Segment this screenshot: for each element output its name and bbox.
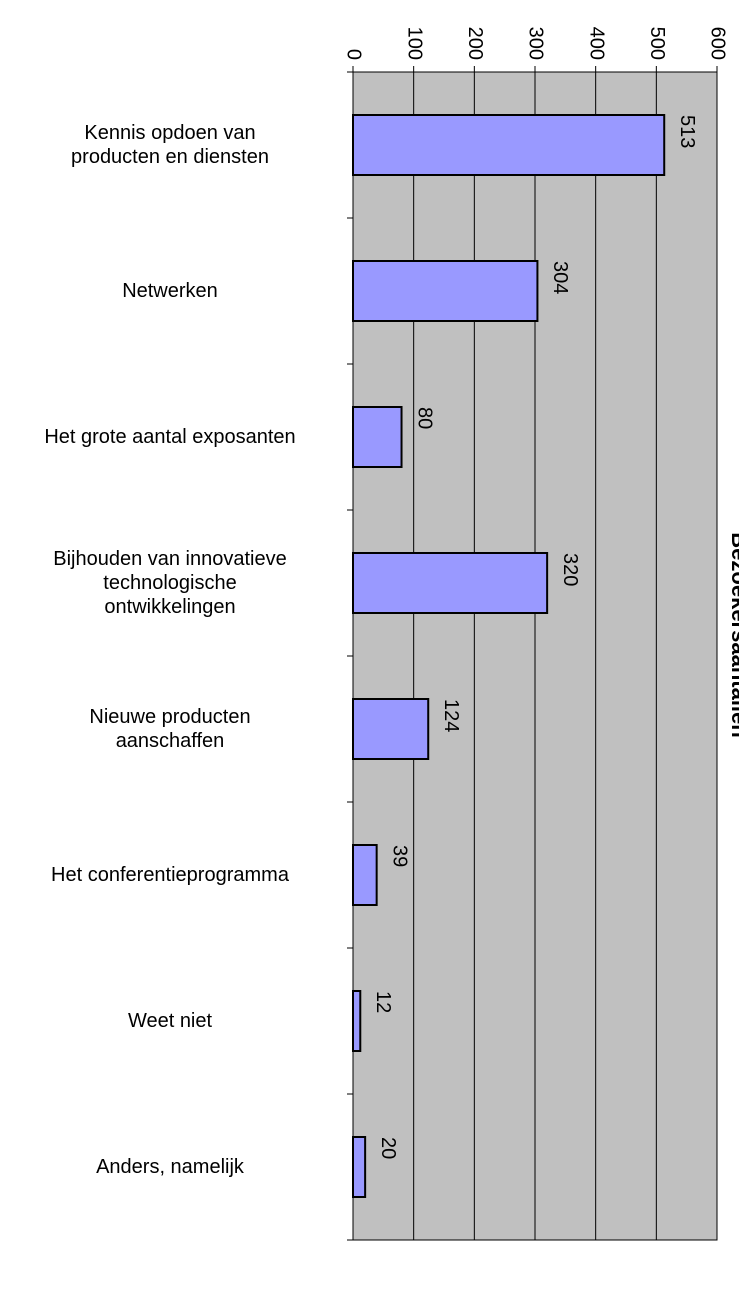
data-label: 39	[388, 845, 410, 867]
x-tick-label: 300	[525, 27, 547, 60]
y-tick-label: Het conferentieprogramma	[51, 864, 289, 886]
data-label: 320	[559, 553, 581, 586]
bar	[352, 844, 378, 906]
y-tick-label: Nieuwe producten aanschaffen	[89, 706, 251, 752]
chart-title: Bezoekersaantallen	[727, 532, 739, 737]
x-tick-label: 500	[646, 27, 668, 60]
y-tick-label: Bijhouden van innovatieve technologische…	[53, 548, 287, 618]
data-label: 513	[676, 115, 698, 148]
bar	[352, 552, 549, 614]
data-label: 80	[413, 407, 435, 429]
y-tick-label: Netwerken	[122, 280, 218, 302]
x-tick-label: 100	[403, 27, 425, 60]
y-tick-label: Weet niet	[127, 1010, 213, 1032]
data-label: 12	[372, 991, 394, 1013]
bar	[352, 990, 362, 1052]
data-label: 124	[440, 699, 462, 732]
y-tick-label: Anders, namelijk	[96, 1156, 244, 1178]
x-tick-label: 0	[343, 49, 365, 60]
x-tick-label: 200	[464, 27, 486, 60]
bar	[352, 698, 430, 760]
x-tick-label: 400	[585, 27, 607, 60]
data-label: 304	[549, 261, 571, 294]
y-tick-label: Kennis opdoen van producten en diensten	[71, 122, 269, 168]
y-tick-label: Het grote aantal exposanten	[44, 426, 296, 448]
bar	[352, 260, 539, 322]
bar	[352, 114, 666, 176]
bar	[352, 1136, 367, 1198]
data-label: 20	[377, 1137, 399, 1159]
x-tick-label: 600	[707, 27, 729, 60]
bar	[352, 406, 403, 468]
